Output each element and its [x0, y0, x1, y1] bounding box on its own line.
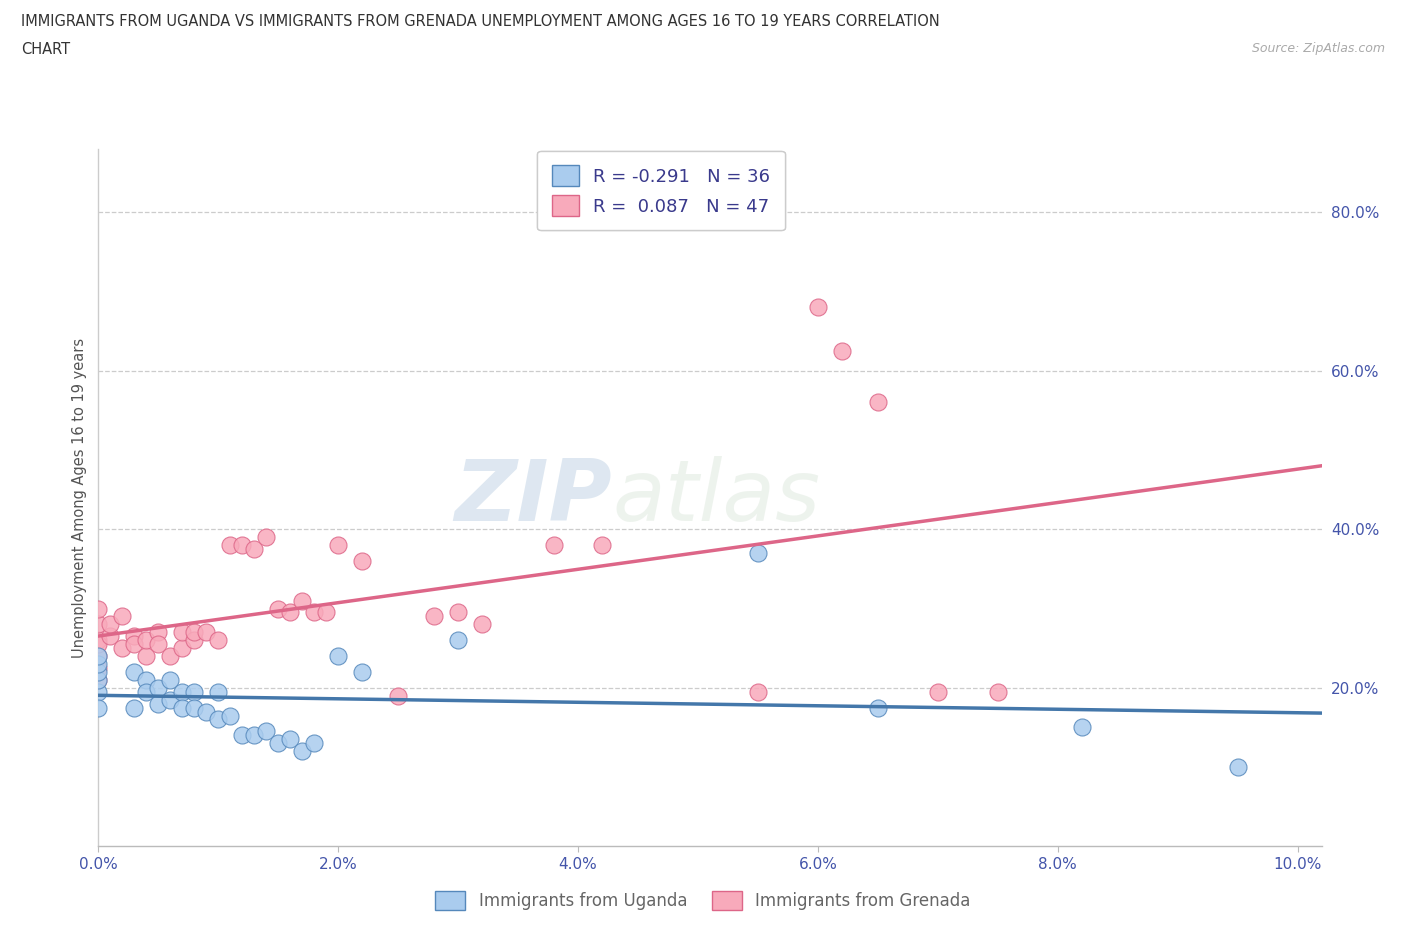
Text: Source: ZipAtlas.com: Source: ZipAtlas.com: [1251, 42, 1385, 55]
Point: [1070, 720, 1092, 735]
Point: [100, 617, 122, 631]
Point: [291, 593, 314, 608]
Point: [124, 700, 146, 715]
Point: [254, 724, 277, 738]
Point: [278, 605, 301, 620]
Point: [172, 641, 194, 656]
Point: [87, 617, 110, 631]
Point: [183, 625, 205, 640]
Point: [111, 641, 134, 656]
Point: [87, 648, 110, 663]
Point: [807, 299, 830, 314]
Point: [124, 637, 146, 652]
Point: [207, 712, 229, 727]
Point: [1226, 760, 1249, 775]
Text: ZIP: ZIP: [454, 456, 612, 539]
Point: [831, 343, 853, 358]
Point: [207, 632, 229, 647]
Point: [278, 732, 301, 747]
Point: [183, 700, 205, 715]
Point: [87, 657, 110, 671]
Point: [423, 609, 446, 624]
Point: [207, 684, 229, 699]
Point: [747, 684, 769, 699]
Point: [148, 697, 170, 711]
Point: [183, 632, 205, 647]
Point: [304, 605, 326, 620]
Point: [87, 648, 110, 663]
Text: CHART: CHART: [21, 42, 70, 57]
Point: [87, 672, 110, 687]
Point: [172, 700, 194, 715]
Point: [87, 601, 110, 616]
Point: [100, 629, 122, 644]
Point: [148, 681, 170, 696]
Point: [219, 538, 242, 552]
Point: [87, 664, 110, 679]
Point: [87, 637, 110, 652]
Point: [591, 538, 613, 552]
Point: [231, 538, 253, 552]
Legend: R = -0.291   N = 36, R =  0.087   N = 47: R = -0.291 N = 36, R = 0.087 N = 47: [537, 151, 785, 231]
Point: [195, 625, 218, 640]
Point: [87, 660, 110, 675]
Point: [135, 632, 157, 647]
Point: [352, 664, 374, 679]
Point: [304, 736, 326, 751]
Point: [87, 700, 110, 715]
Point: [148, 637, 170, 652]
Point: [328, 648, 350, 663]
Point: [159, 648, 181, 663]
Point: [328, 538, 350, 552]
Text: IMMIGRANTS FROM UGANDA VS IMMIGRANTS FROM GRENADA UNEMPLOYMENT AMONG AGES 16 TO : IMMIGRANTS FROM UGANDA VS IMMIGRANTS FRO…: [21, 14, 939, 29]
Point: [135, 684, 157, 699]
Point: [111, 609, 134, 624]
Y-axis label: Unemployment Among Ages 16 to 19 years: Unemployment Among Ages 16 to 19 years: [72, 338, 87, 658]
Point: [124, 629, 146, 644]
Point: [124, 664, 146, 679]
Point: [195, 704, 218, 719]
Point: [387, 688, 409, 703]
Point: [87, 632, 110, 647]
Point: [183, 684, 205, 699]
Point: [243, 728, 266, 743]
Point: [219, 708, 242, 723]
Point: [148, 625, 170, 640]
Point: [747, 546, 769, 561]
Point: [352, 553, 374, 568]
Point: [987, 684, 1010, 699]
Point: [172, 684, 194, 699]
Point: [243, 541, 266, 556]
Point: [231, 728, 253, 743]
Point: [543, 538, 565, 552]
Point: [267, 601, 290, 616]
Point: [87, 672, 110, 687]
Point: [927, 684, 949, 699]
Point: [866, 395, 889, 410]
Point: [447, 605, 470, 620]
Point: [172, 625, 194, 640]
Legend: Immigrants from Uganda, Immigrants from Grenada: Immigrants from Uganda, Immigrants from …: [429, 884, 977, 917]
Point: [159, 692, 181, 707]
Point: [254, 530, 277, 545]
Point: [471, 617, 494, 631]
Point: [315, 605, 337, 620]
Point: [159, 672, 181, 687]
Text: atlas: atlas: [612, 456, 820, 539]
Point: [291, 744, 314, 759]
Point: [135, 672, 157, 687]
Point: [87, 684, 110, 699]
Point: [447, 632, 470, 647]
Point: [135, 648, 157, 663]
Point: [267, 736, 290, 751]
Point: [866, 700, 889, 715]
